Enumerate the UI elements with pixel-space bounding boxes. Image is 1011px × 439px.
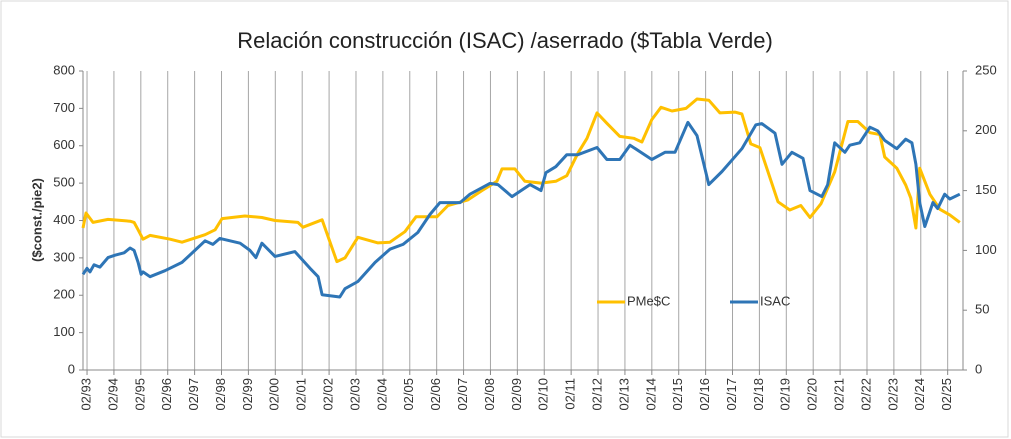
- x-tick-label: 02/24: [912, 378, 927, 411]
- x-tick-label: 02/17: [724, 378, 739, 411]
- x-tick-label: 02/13: [616, 378, 631, 411]
- x-tick-label: 02/15: [670, 378, 685, 411]
- x-tick-label: 02/09: [509, 378, 524, 411]
- y-tick-label: 200: [53, 287, 75, 302]
- y2-tick-label: 100: [975, 242, 997, 257]
- x-tick-label: 02/14: [643, 378, 658, 411]
- series-line: [81, 97, 961, 264]
- x-tick-label: 02/96: [159, 378, 174, 411]
- x-tick-label: 02/06: [428, 378, 443, 411]
- x-tick-label: 02/07: [455, 378, 470, 411]
- y2-tick-label: 200: [975, 122, 997, 137]
- x-tick-label: 02/18: [751, 378, 766, 411]
- x-tick-label: 02/95: [132, 378, 147, 411]
- y-tick-label: 300: [53, 249, 75, 264]
- y-tick-label: 800: [53, 62, 75, 77]
- x-tick-label: 02/98: [213, 378, 228, 411]
- x-tick-label: 02/20: [805, 378, 820, 411]
- x-tick-label: 02/00: [267, 378, 282, 411]
- y2-tick-label: 250: [975, 62, 997, 77]
- x-tick-label: 02/22: [858, 378, 873, 411]
- y2-tick-label: 50: [975, 302, 989, 317]
- y-tick-label: 600: [53, 137, 75, 152]
- y-tick-label: 500: [53, 175, 75, 190]
- x-tick-label: 02/03: [347, 378, 362, 411]
- legend-label: ISAC: [760, 293, 790, 308]
- chart-title: Relación construcción (ISAC) /aserrado (…: [237, 28, 773, 53]
- x-tick-label: 02/02: [321, 378, 336, 411]
- x-tick-label: 02/12: [589, 378, 604, 411]
- x-tick-label: 02/23: [885, 378, 900, 411]
- x-tick-label: 02/21: [832, 378, 847, 411]
- x-tick-label: 02/16: [697, 378, 712, 411]
- x-tick-label: 02/99: [240, 378, 255, 411]
- series-line: [81, 120, 961, 299]
- x-tick-label: 02/08: [482, 378, 497, 411]
- y2-tick-label: 0: [975, 361, 982, 376]
- y-tick-label: 100: [53, 324, 75, 339]
- x-tick-label: 02/01: [294, 378, 309, 411]
- x-tick-label: 02/05: [401, 378, 416, 411]
- x-tick-label: 02/25: [939, 378, 954, 411]
- legend-label: PMe$C: [627, 293, 670, 308]
- x-tick-label: 02/94: [105, 378, 120, 411]
- y2-tick-label: 150: [975, 182, 997, 197]
- x-tick-label: 02/19: [778, 378, 793, 411]
- y-tick-label: 0: [68, 361, 75, 376]
- x-tick-label: 02/97: [186, 378, 201, 411]
- y-tick-label: 700: [53, 100, 75, 115]
- x-tick-label: 02/04: [374, 378, 389, 411]
- y-axis-label: ($const./pie2): [29, 178, 44, 262]
- y-tick-label: 400: [53, 212, 75, 227]
- x-tick-label: 02/10: [536, 378, 551, 411]
- x-tick-label: 02/11: [563, 378, 578, 410]
- x-tick-label: 02/93: [78, 378, 93, 411]
